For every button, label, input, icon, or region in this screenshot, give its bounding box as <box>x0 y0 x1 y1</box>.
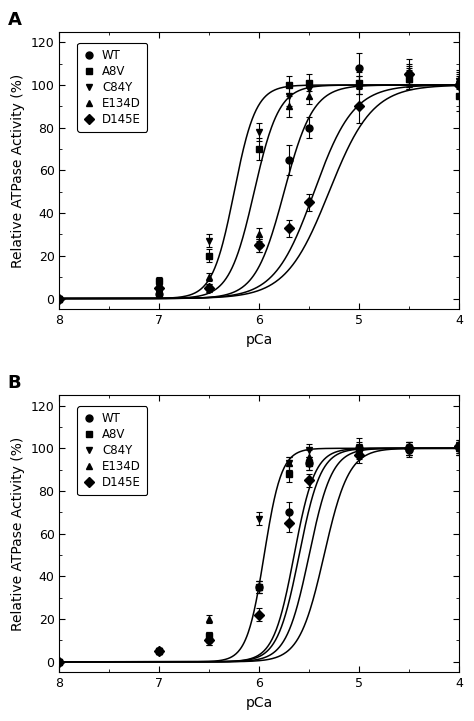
Y-axis label: Relative ATPase Activity (%): Relative ATPase Activity (%) <box>11 437 25 631</box>
Y-axis label: Relative ATPase Activity (%): Relative ATPase Activity (%) <box>11 74 25 267</box>
Text: B: B <box>8 374 21 392</box>
Legend: WT, A8V, C84Y, E134D, D145E: WT, A8V, C84Y, E134D, D145E <box>77 43 147 132</box>
Legend: WT, A8V, C84Y, E134D, D145E: WT, A8V, C84Y, E134D, D145E <box>77 407 147 495</box>
X-axis label: pCa: pCa <box>246 696 273 710</box>
Text: A: A <box>8 11 21 29</box>
X-axis label: pCa: pCa <box>246 332 273 347</box>
